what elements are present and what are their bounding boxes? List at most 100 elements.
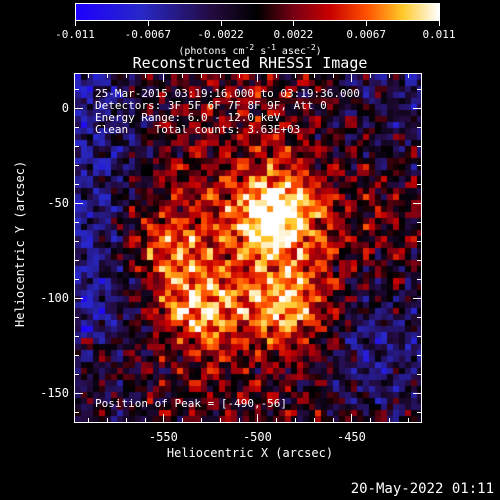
x-minor-tick: [182, 418, 184, 422]
x-minor-tick: [238, 74, 240, 78]
units-part: (photons cm: [178, 46, 245, 57]
x-tick: [163, 74, 165, 82]
x-tick-label: -550: [148, 430, 178, 444]
footer-date: 20-May-2022 01:11: [350, 481, 494, 497]
x-tick: [351, 74, 353, 82]
plot-frame: [74, 73, 422, 423]
colorbar-tick: [439, 21, 440, 26]
y-minor-tick: [75, 241, 79, 243]
y-minor-tick: [417, 165, 421, 167]
colorbar-tick: [220, 21, 222, 26]
x-minor-tick: [200, 74, 202, 78]
x-tick-label: -500: [242, 430, 272, 444]
colorbar-units-label: (photons cm-2 s-1 asec-2): [0, 42, 500, 58]
units-exp: -1: [266, 43, 276, 52]
x-minor-tick: [332, 418, 334, 422]
y-minor-tick: [417, 355, 421, 357]
y-tick: [413, 298, 421, 300]
x-minor-tick: [219, 74, 221, 78]
x-minor-tick: [389, 74, 391, 78]
x-minor-tick: [125, 418, 127, 422]
x-tick: [163, 414, 165, 422]
x-minor-tick: [407, 74, 409, 78]
colorbar: [75, 3, 440, 21]
x-minor-tick: [276, 418, 278, 422]
x-tick: [351, 414, 353, 422]
y-minor-tick: [417, 374, 421, 376]
y-minor-tick: [417, 146, 421, 148]
x-axis-label: Heliocentric X (arcsec): [166, 446, 334, 460]
y-tick: [75, 393, 83, 395]
colorbar-tick: [147, 21, 149, 26]
y-minor-tick: [417, 222, 421, 224]
y-minor-tick: [417, 279, 421, 281]
x-minor-tick: [182, 74, 184, 78]
colorbar-tick: [366, 21, 368, 26]
x-minor-tick: [144, 418, 146, 422]
y-minor-tick: [75, 165, 79, 167]
y-minor-tick: [75, 279, 79, 281]
y-minor-tick: [417, 317, 421, 319]
x-minor-tick: [313, 418, 315, 422]
y-minor-tick: [75, 412, 79, 414]
colorbar-tick-label: 0.0067: [346, 28, 387, 41]
x-tick: [257, 74, 259, 82]
colorbar-tick: [75, 21, 76, 26]
x-minor-tick: [144, 74, 146, 78]
y-axis-label: Heliocentric Y (arcsec): [13, 160, 27, 327]
peak-position-text: Position of Peak = [-490,-56]: [95, 397, 288, 410]
x-minor-tick: [88, 418, 90, 422]
x-minor-tick: [276, 74, 278, 78]
x-tick: [257, 414, 259, 422]
y-tick-label: 0: [61, 101, 69, 116]
units-part: s: [254, 46, 267, 57]
y-minor-tick: [417, 184, 421, 186]
colorbar-tick-label: 0.011: [422, 28, 456, 41]
y-minor-tick: [75, 184, 79, 186]
y-minor-tick: [417, 241, 421, 243]
y-minor-tick: [417, 89, 421, 91]
x-minor-tick: [370, 418, 372, 422]
units-exp: -2: [244, 43, 255, 52]
y-minor-tick: [417, 260, 421, 262]
y-minor-tick: [75, 336, 79, 338]
x-minor-tick: [295, 74, 296, 78]
y-minor-tick: [417, 336, 421, 338]
x-minor-tick: [313, 74, 315, 78]
y-tick: [413, 203, 421, 205]
y-tick: [75, 298, 83, 300]
x-tick-label: -450: [336, 430, 366, 444]
x-minor-tick: [370, 74, 372, 78]
y-tick-label: -100: [40, 291, 69, 306]
x-minor-tick: [219, 418, 221, 422]
units-part: asec: [275, 46, 306, 57]
x-minor-tick: [238, 418, 240, 422]
y-minor-tick: [75, 127, 79, 129]
y-tick: [75, 108, 83, 110]
rhessi-image: [75, 74, 421, 422]
y-minor-tick: [75, 146, 79, 148]
info-detectors: Detectors: 3F 5F 6F 7F 8F 9F, Att 0: [95, 99, 327, 112]
x-minor-tick: [407, 418, 409, 422]
colorbar-tick-label: 0.0022: [273, 28, 314, 41]
y-tick: [413, 393, 421, 395]
y-minor-tick: [417, 127, 421, 129]
units-exp: -2: [306, 43, 316, 52]
info-energy-range: Energy Range: 6.0 - 12.0 keV: [95, 111, 281, 124]
x-minor-tick: [295, 418, 296, 422]
x-minor-tick: [106, 74, 108, 78]
y-minor-tick: [75, 317, 79, 319]
plot-title: Reconstructed RHESSI Image: [132, 54, 368, 72]
x-minor-tick: [125, 74, 127, 78]
heatmap-canvas: [75, 74, 421, 422]
y-minor-tick: [75, 222, 79, 224]
info-clean-counts: Clean Total counts: 3.63E+03: [95, 123, 301, 136]
colorbar-tick-label: -0.0067: [124, 28, 171, 41]
x-minor-tick: [200, 418, 202, 422]
y-minor-tick: [75, 355, 79, 357]
y-tick: [75, 203, 83, 205]
y-minor-tick: [75, 260, 79, 262]
y-minor-tick: [417, 412, 421, 414]
x-minor-tick: [88, 74, 90, 78]
colorbar-tick-label: -0.0022: [197, 28, 244, 41]
